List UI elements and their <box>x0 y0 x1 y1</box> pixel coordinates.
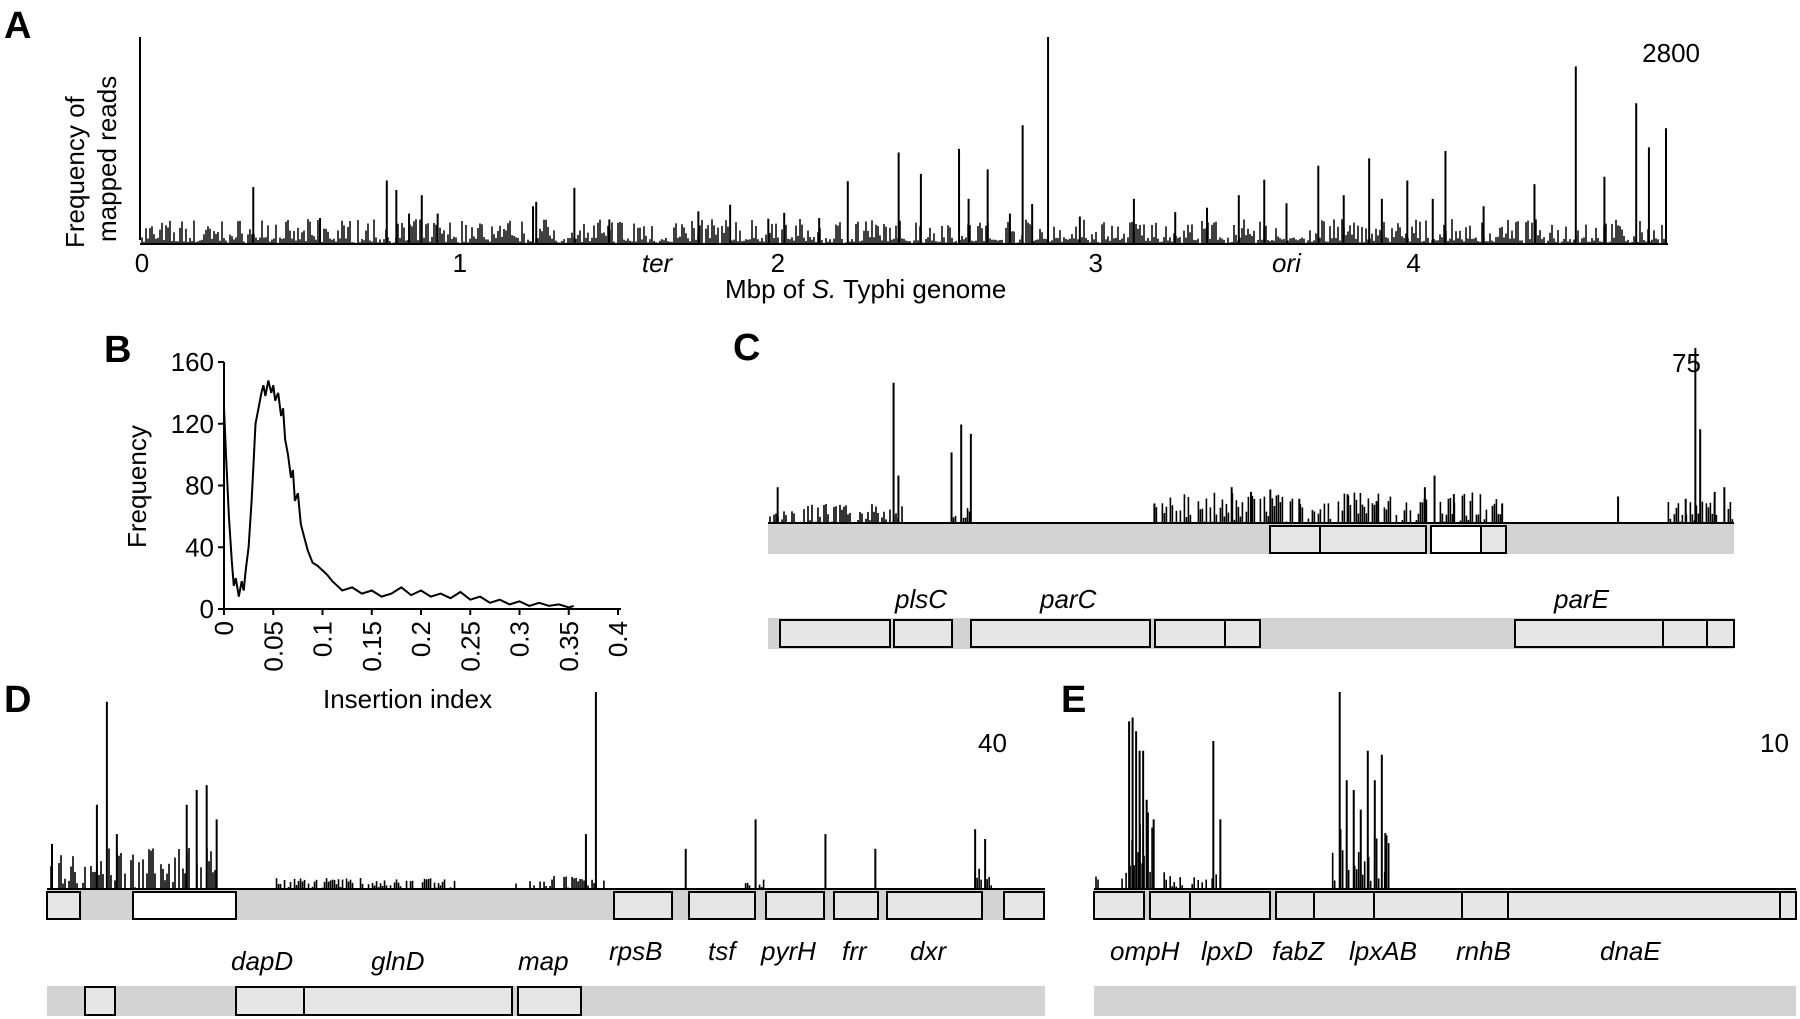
panel-a-x-tick-label: 4 <box>1406 248 1420 278</box>
panel-a-genome-marker: ter <box>642 248 674 278</box>
panel-d-gene-box <box>303 986 513 1016</box>
panel-e-gene-box <box>1189 891 1271 920</box>
panel-c-gene-box <box>970 619 1151 648</box>
panel-a-chart: 2800 Frequency of mapped reads Mbp of S.… <box>60 37 1700 304</box>
panel-d-gene-label: glnD <box>371 946 424 976</box>
panel-e-gene-label: lpxAB <box>1349 936 1417 966</box>
panel-e-track-lower <box>1094 986 1796 1016</box>
panel-b-xlabel: Insertion index <box>323 684 492 714</box>
panel-e-gene-box <box>1507 891 1781 920</box>
panel-b-x-tick-label: 0.4 <box>603 621 633 657</box>
panel-e-gene-box <box>1461 891 1509 920</box>
panel-label-d: D <box>4 679 31 721</box>
panel-a-ylabel-line1: Frequency of <box>60 95 90 248</box>
panel-a-ylabel-line2: mapped reads <box>92 76 122 242</box>
panel-c-gene-box <box>893 619 953 648</box>
panel-a-xlabel: Mbp of S. Typhi genome <box>725 274 1006 304</box>
panel-b-chart: Frequency Insertion index 0 40 80 120 160 0 0.… <box>122 347 633 714</box>
panel-a-x-tick-label: 2 <box>771 248 785 278</box>
panel-c-gene-box <box>1154 619 1226 648</box>
panel-b-y-tick-label: 40 <box>185 532 214 562</box>
panel-c-gene-box <box>1224 619 1261 648</box>
panel-d-gene-label: map <box>518 946 569 976</box>
panel-c-gene-box <box>1269 525 1321 554</box>
panel-b-x-tick-label: 0.1 <box>308 621 338 657</box>
panel-d-gene-box <box>688 891 756 920</box>
panel-b-x-tick-label: 0.2 <box>406 621 436 657</box>
panel-d-gene-box <box>46 891 81 920</box>
panel-d-gene-label: tsf <box>708 936 738 966</box>
panel-b-ylabel: Frequency <box>122 425 152 548</box>
panel-a-x-tick-label: 1 <box>453 248 467 278</box>
panel-b-x-tick-label: 0.15 <box>357 621 387 672</box>
panel-label-a: A <box>4 5 31 47</box>
panel-a-genome-marker: ori <box>1272 248 1302 278</box>
panel-e-gene-label: ompH <box>1110 936 1180 966</box>
panel-c-max-label: 75 <box>1672 348 1701 378</box>
panel-d-gene-box-open <box>132 891 237 920</box>
panel-d-gene-box <box>886 891 983 920</box>
panel-e-gene-box <box>1275 891 1315 920</box>
panel-d-max-label: 40 <box>978 728 1007 758</box>
panel-e-gene-box <box>1313 891 1375 920</box>
panel-d-gene-label: dxr <box>910 936 947 966</box>
panel-b-y-tick-label: 80 <box>185 471 214 501</box>
panel-d-gene-box <box>833 891 879 920</box>
panel-label-c: C <box>733 327 760 369</box>
panel-c-gene-box <box>779 619 891 648</box>
panel-c-gene-box <box>1514 619 1664 648</box>
panel-d-gene-box <box>1003 891 1045 920</box>
panel-d-gene-box <box>517 986 582 1016</box>
panel-c-chart: 75 plsC parC parE <box>768 348 1735 649</box>
panel-e-gene-label: dnaE <box>1600 936 1661 966</box>
panel-c-gene-label: plsC <box>894 584 947 614</box>
panel-b-frequency-line <box>223 380 575 609</box>
panel-e-gene-box <box>1373 891 1463 920</box>
panel-e-gene-box <box>1779 891 1797 920</box>
panel-e-gene-label: lpxD <box>1201 936 1253 966</box>
panel-b-y-tick-label: 160 <box>171 347 214 377</box>
panel-d-gene-box <box>613 891 673 920</box>
panel-d-gene-box <box>235 986 305 1016</box>
panel-b-x-tick-label: 0.25 <box>455 621 485 672</box>
panel-b-x-tick-label: 0.35 <box>554 621 584 672</box>
panel-b-y-tick-label: 120 <box>171 409 214 439</box>
panel-c-gene-label: parC <box>1039 584 1097 614</box>
panel-c-gene-label: parE <box>1553 584 1610 614</box>
panel-e-max-label: 10 <box>1760 728 1789 758</box>
panel-d-chart: 40 dapD glnD map rpsB tsf pyrH frr dxr <box>46 692 1045 1016</box>
panel-d-gene-box <box>765 891 825 920</box>
panel-d-gene-label: pyrH <box>760 936 816 966</box>
panel-c-gene-box <box>1662 619 1708 648</box>
panel-e-gene-label: rnhB <box>1456 936 1511 966</box>
panel-d-gene-label: rpsB <box>609 936 662 966</box>
panel-b-x-tick-label: 0 <box>209 621 239 635</box>
panel-e-gene-label: fabZ <box>1272 936 1325 966</box>
panel-a-x-tick-label: 0 <box>135 248 149 278</box>
panel-a-max-label: 2800 <box>1642 38 1700 68</box>
panel-d-gene-label: dapD <box>231 946 293 976</box>
panel-e-chart: 10 ompH lpxD fabZ lpxAB rnhB dnaE <box>1093 692 1797 1016</box>
panel-a-x-tick-label: 3 <box>1089 248 1103 278</box>
panel-c-gene-box <box>1706 619 1735 648</box>
panel-label-e: E <box>1061 679 1086 721</box>
panel-c-gene-box <box>1319 525 1427 554</box>
panel-b-x-tick-label: 0.05 <box>258 621 288 672</box>
panel-c-gene-box <box>1480 525 1507 554</box>
panel-b-y-tick-label: 0 <box>200 594 214 624</box>
panel-e-gene-box <box>1149 891 1191 920</box>
panel-d-gene-label: frr <box>842 936 868 966</box>
panel-c-track-upper <box>768 524 1734 554</box>
panel-c-gene-box-open <box>1430 525 1482 554</box>
panel-label-b: B <box>104 329 131 371</box>
panel-d-gene-box <box>84 986 116 1016</box>
panel-e-gene-box <box>1093 891 1145 920</box>
panel-b-x-tick-label: 0.3 <box>505 621 535 657</box>
